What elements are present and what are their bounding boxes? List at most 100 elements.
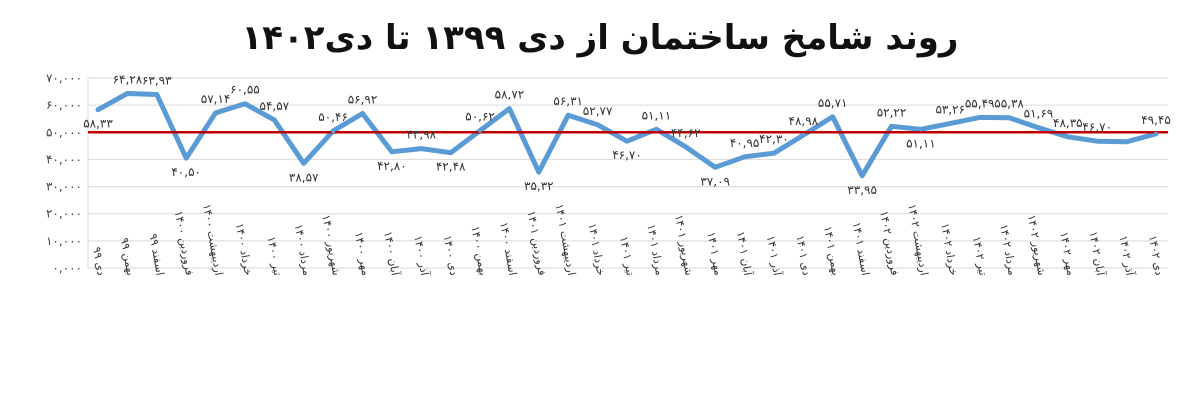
x-tick-label: مرداد ۱۴۰۰	[292, 223, 314, 277]
data-point	[272, 117, 277, 123]
x-tick-label: مهر ۱۴۰۱	[705, 231, 725, 277]
data-point	[918, 127, 924, 132]
data-point	[712, 165, 718, 170]
data-point	[389, 149, 395, 155]
x-tick-label: اسفند ۹۹	[146, 233, 166, 277]
data-label: ۵۸,۷۲	[495, 88, 525, 102]
y-tick-label: ۱۰,۰۰۰	[46, 234, 82, 248]
x-tick-label: بهمن ۱۴۰۱	[821, 225, 842, 277]
data-label: ۴۸,۹۸	[789, 114, 819, 128]
data-label: ۴۰,۹۵	[730, 136, 760, 150]
data-label: ۵۴,۵۷	[260, 99, 290, 113]
x-tick-label: بهمن ۱۴۰۰	[468, 225, 489, 277]
data-point	[830, 114, 835, 119]
data-point	[624, 139, 630, 144]
data-label: ۴۸,۳۵	[1053, 116, 1083, 130]
x-tick-label: بهمن ۹۹	[118, 237, 137, 277]
data-point	[1006, 115, 1012, 120]
data-label: ۵۵,۴۹	[965, 96, 995, 110]
data-label: ۵۱,۱۱	[642, 108, 672, 122]
data-label: ۴۲,۳۰	[759, 132, 789, 146]
x-tick-label: مرداد ۱۴۰۲	[997, 223, 1019, 277]
data-point	[977, 115, 982, 120]
data-point	[801, 132, 806, 138]
data-label: ۵۲,۷۷	[583, 104, 613, 118]
data-point	[360, 111, 365, 116]
data-point	[859, 173, 865, 179]
data-point	[566, 112, 571, 118]
y-tick-label: ۶۰,۰۰۰	[46, 98, 82, 112]
data-point	[1153, 131, 1159, 136]
y-tick-label: ۳۰,۰۰۰	[46, 180, 82, 194]
data-label: ۴۳,۹۸	[406, 128, 436, 142]
data-point	[1124, 139, 1129, 144]
data-label: ۵۳,۲۶	[935, 102, 965, 116]
data-point	[1036, 125, 1041, 130]
data-label: ۵۷,۱۴	[201, 92, 231, 106]
x-tick-label: فروردین ۱۴۰۲	[877, 210, 901, 277]
data-label: ۶۰,۵۵	[230, 83, 260, 97]
data-point	[183, 155, 189, 161]
data-label: ۵۵,۳۸	[994, 97, 1024, 111]
data-label: ۵۰,۴۶	[318, 110, 348, 124]
data-point	[771, 150, 777, 156]
x-tick-label: فروردین ۱۴۰۰	[172, 210, 196, 277]
data-label: ۵۵,۷۱	[818, 96, 848, 110]
data-point	[654, 127, 659, 132]
data-point	[95, 107, 101, 112]
x-tick-label: تیر ۱۴۰۱	[617, 235, 637, 276]
data-point	[507, 106, 512, 111]
data-label: ۶۴,۲۸	[113, 73, 143, 87]
data-point	[742, 154, 747, 160]
data-point	[242, 101, 248, 106]
y-tick-label: ۲۰,۰۰۰	[46, 207, 82, 221]
data-point	[948, 121, 953, 126]
data-label: ۳۵,۳۲	[524, 179, 554, 193]
data-label: ۴۲,۴۸	[436, 160, 466, 174]
data-label: ۳۷,۰۹	[700, 174, 730, 188]
data-label: ۳۸,۵۷	[289, 170, 319, 184]
data-label: ۴۶,۷۰	[1082, 120, 1112, 134]
chart-title: روند شامخ ساختمان از دی ۱۳۹۹ تا دی۱۴۰۲	[241, 18, 959, 58]
x-tick-label: آبان ۱۴۰۲	[1087, 230, 1109, 277]
data-point	[448, 150, 453, 155]
data-point	[595, 122, 600, 127]
x-tick-label: دی ۹۹	[90, 246, 108, 277]
data-label: ۴۲,۸۰	[377, 159, 407, 173]
data-label: ۵۶,۹۲	[348, 93, 378, 107]
data-label: ۵۱,۱۱	[906, 136, 936, 150]
y-tick-label: ۰,۰۰۰	[52, 261, 82, 275]
data-label: ۴۴,۶۲	[671, 126, 701, 140]
data-point	[301, 161, 306, 166]
y-tick-label: ۴۰,۰۰۰	[46, 152, 82, 166]
data-label: ۶۳,۹۳	[142, 73, 172, 87]
x-tick-label: آبان ۱۴۰۱	[734, 230, 756, 277]
data-label: ۴۹,۴۵	[1141, 113, 1171, 127]
x-tick-label: آبان ۱۴۰۰	[381, 230, 403, 277]
data-point	[125, 91, 130, 96]
x-tick-label: شهریور ۱۴۰۲	[1025, 214, 1048, 277]
data-point	[889, 124, 894, 129]
data-label: ۴۶,۷۰	[612, 148, 642, 162]
x-tick-label: شهریور ۱۴۰۱	[672, 214, 695, 277]
x-tick-label: شهریور ۱۴۰۰	[319, 214, 342, 277]
data-point	[477, 128, 483, 133]
x-tick-label: مهر ۱۴۰۲	[1057, 231, 1077, 277]
y-tick-label: ۷۰,۰۰۰	[46, 71, 82, 85]
x-tick-label: مهر ۱۴۰۰	[352, 231, 372, 277]
data-point	[1065, 134, 1071, 139]
data-point	[213, 110, 218, 116]
data-label: ۵۸,۳۳	[83, 117, 113, 131]
data-label: ۵۶,۳۱	[553, 94, 583, 108]
data-point	[154, 92, 159, 97]
data-label: ۴۰,۵۰	[171, 165, 201, 179]
data-point	[536, 169, 542, 175]
x-tick-label: فروردین ۱۴۰۱	[525, 210, 549, 277]
x-tick-label: تیر ۱۴۰۰	[265, 235, 285, 276]
data-point	[419, 146, 424, 151]
x-tick-label: مرداد ۱۴۰۱	[644, 223, 666, 277]
data-label: ۳۳,۹۵	[847, 183, 877, 197]
y-tick-label: ۵۰,۰۰۰	[46, 125, 82, 139]
data-point	[683, 144, 688, 150]
